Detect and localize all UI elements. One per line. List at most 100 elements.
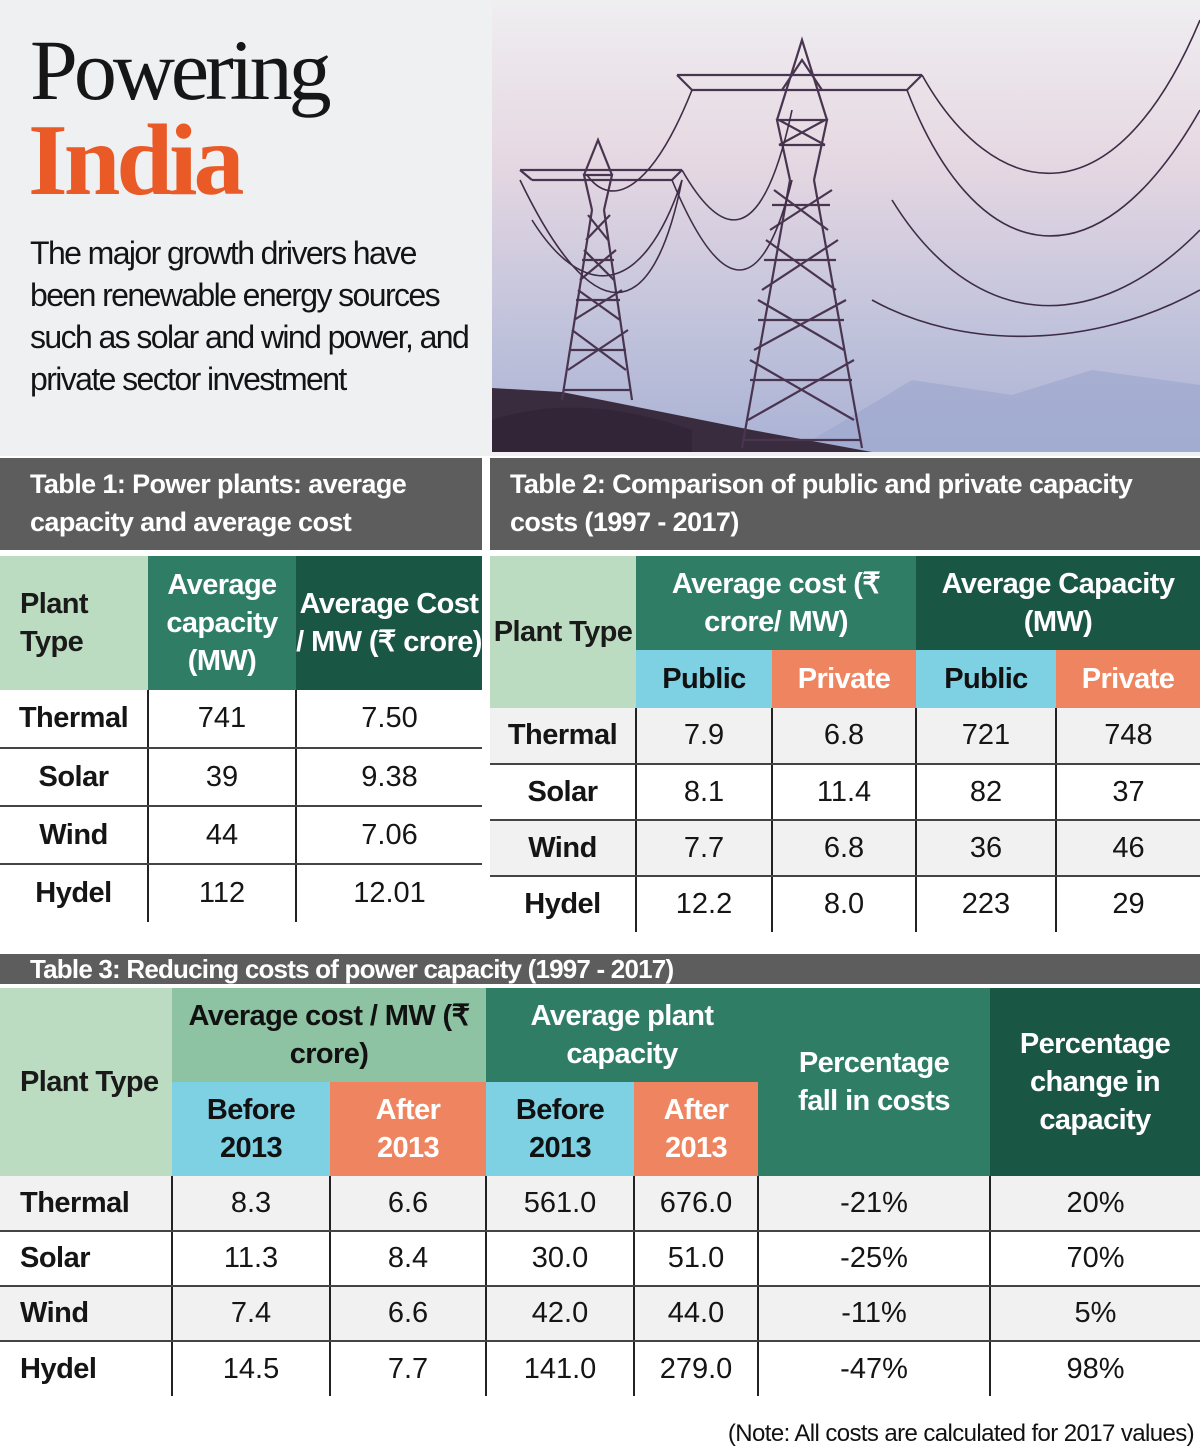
table-3-header-cost-after-2013: After 2013 bbox=[330, 1082, 486, 1176]
value-cell: 6.6 bbox=[329, 1176, 486, 1232]
value-cell: -47% bbox=[757, 1341, 991, 1396]
table-row: Wind 7.4 6.6 42.0 44.0 -11% 5% bbox=[0, 1286, 1200, 1342]
value-cell: 7.7 bbox=[329, 1341, 486, 1396]
table-2-caption: Table 2: Comparison of public and privat… bbox=[490, 458, 1200, 550]
value-cell: -11% bbox=[757, 1286, 991, 1342]
value-cell: 7.06 bbox=[295, 806, 482, 865]
value-cell: 112 bbox=[147, 864, 296, 922]
table-2-header-avg-cost: Average cost (₹ crore/ MW) bbox=[636, 556, 916, 650]
table-1: Plant Type Average capacity (MW) Average… bbox=[0, 556, 482, 922]
footnote: (Note: All costs are calculated for 2017… bbox=[727, 1420, 1195, 1447]
table-row: Solar 11.3 8.4 30.0 51.0 -25% 70% bbox=[0, 1231, 1200, 1287]
value-cell: 70% bbox=[989, 1231, 1200, 1287]
value-cell: 29 bbox=[1055, 876, 1200, 932]
value-cell: 30.0 bbox=[485, 1231, 634, 1287]
value-cell: 39 bbox=[147, 748, 296, 807]
value-cell: 8.4 bbox=[329, 1231, 486, 1287]
table-2: Plant Type Average cost (₹ crore/ MW) Av… bbox=[490, 556, 1200, 932]
table-3-header-capacity-before-2013: Before 2013 bbox=[486, 1082, 634, 1176]
table-3-sub-header-row: Before 2013 After 2013 Before 2013 After… bbox=[0, 1082, 1200, 1176]
value-cell: 7.4 bbox=[171, 1286, 330, 1342]
value-cell: 223 bbox=[915, 876, 1056, 932]
value-cell: 82 bbox=[915, 764, 1056, 821]
power-pylons-illustration bbox=[492, 0, 1200, 452]
value-cell: 42.0 bbox=[485, 1286, 634, 1342]
value-cell: 8.0 bbox=[771, 876, 916, 932]
value-cell: 7.50 bbox=[295, 690, 482, 749]
table-3-header-avg-plant-capacity: Average plant capacity bbox=[486, 988, 759, 1082]
header: Powering India The major growth drivers … bbox=[0, 0, 1200, 456]
value-cell: 46 bbox=[1055, 820, 1200, 877]
table-row: Thermal 7.9 6.8 721 748 bbox=[490, 708, 1200, 765]
page-title-line-1: Powering bbox=[30, 22, 332, 118]
plant-type-cell: Thermal bbox=[490, 708, 636, 765]
plant-type-cell: Solar bbox=[0, 748, 148, 807]
value-cell: 721 bbox=[915, 708, 1056, 765]
value-cell: -21% bbox=[757, 1176, 991, 1232]
table-1-header-avg-capacity: Average capacity (MW) bbox=[148, 556, 296, 690]
plant-type-cell: Hydel bbox=[524, 888, 601, 920]
table-row: Solar 8.1 11.4 82 37 bbox=[490, 764, 1200, 821]
value-cell: 98% bbox=[989, 1341, 1200, 1396]
value-cell: 8.3 bbox=[171, 1176, 330, 1232]
page-title-line-2: India bbox=[28, 104, 244, 217]
table-row: Hydel 14.5 7.7 141.0 279.0 -47% 98% bbox=[0, 1341, 1200, 1396]
page-subtitle: The major growth drivers have been renew… bbox=[30, 235, 470, 397]
table-row: Hydel 112 12.01 bbox=[0, 864, 482, 922]
table-1-header-avg-cost: Average Cost / MW (₹ crore) bbox=[296, 556, 482, 690]
table-2-sub-header-row: Public Private Public Private bbox=[490, 650, 1200, 708]
value-cell: 44.0 bbox=[632, 1286, 759, 1342]
table-3-header-avg-cost: Average cost / MW (₹ crore) bbox=[172, 988, 486, 1082]
table-3-header-capacity-after-2013: After 2013 bbox=[634, 1082, 759, 1176]
value-cell: 12.2 bbox=[635, 876, 772, 932]
value-cell: 9.38 bbox=[295, 748, 482, 807]
plant-type-cell: Hydel bbox=[35, 877, 112, 909]
value-cell: -25% bbox=[757, 1231, 991, 1287]
value-cell: 6.6 bbox=[329, 1286, 486, 1342]
value-cell: 14.5 bbox=[171, 1341, 330, 1396]
table-2-header-plant-type: Plant Type bbox=[490, 556, 636, 708]
table-3: Plant Type Average cost / MW (₹ crore) A… bbox=[0, 988, 1200, 1396]
plant-type-cell: Solar bbox=[490, 764, 636, 821]
value-cell: 37 bbox=[1055, 764, 1200, 821]
table-3-header-plant-type: Plant Type bbox=[0, 988, 172, 1176]
table-row: Solar 39 9.38 bbox=[0, 748, 482, 807]
table-2-header-capacity-public: Public bbox=[916, 650, 1056, 708]
plant-type-cell: Solar bbox=[0, 1231, 172, 1287]
table-2-group-header-row: Plant Type Average cost (₹ crore/ MW) Av… bbox=[490, 556, 1200, 708]
value-cell: 141.0 bbox=[485, 1341, 634, 1396]
value-cell: 5% bbox=[989, 1286, 1200, 1342]
value-cell: 741 bbox=[147, 690, 296, 749]
table-row: Thermal 8.3 6.6 561.0 676.0 -21% 20% bbox=[0, 1176, 1200, 1232]
table-2-header-cost-private: Private bbox=[772, 650, 916, 708]
value-cell: 748 bbox=[1055, 708, 1200, 765]
value-cell: 11.4 bbox=[771, 764, 916, 821]
value-cell: 36 bbox=[915, 820, 1056, 877]
table-3-header-change-in-capacity: Percentage change in capacity bbox=[990, 988, 1200, 1176]
value-cell: 12.01 bbox=[295, 864, 482, 922]
table-1-header-row: Plant Type Average capacity (MW) Average… bbox=[0, 556, 482, 690]
value-cell: 6.8 bbox=[771, 708, 916, 765]
table-2-header-avg-capacity: Average Capacity (MW) bbox=[916, 556, 1200, 650]
plant-type-cell: Wind bbox=[490, 820, 636, 877]
table-1-header-plant-type: Plant Type bbox=[0, 556, 148, 690]
table-row: Wind 44 7.06 bbox=[0, 806, 482, 865]
plant-type-cell: Thermal bbox=[0, 690, 148, 749]
value-cell: 279.0 bbox=[632, 1341, 759, 1396]
table-row: Wind 7.7 6.8 36 46 bbox=[490, 820, 1200, 877]
plant-type-cell: Wind bbox=[0, 806, 148, 865]
value-cell: 11.3 bbox=[171, 1231, 330, 1287]
plant-type-cell: Thermal bbox=[0, 1176, 172, 1232]
value-cell: 51.0 bbox=[632, 1231, 759, 1287]
plant-type-cell: Hydel bbox=[20, 1352, 97, 1385]
value-cell: 676.0 bbox=[632, 1176, 759, 1232]
table-row: Hydel 12.2 8.0 223 29 bbox=[490, 876, 1200, 932]
value-cell: 44 bbox=[147, 806, 296, 865]
value-cell: 20% bbox=[989, 1176, 1200, 1232]
table-3-caption: Table 3: Reducing costs of power capacit… bbox=[0, 954, 1200, 984]
table-3-header-fall-in-costs: Percentage fall in costs bbox=[758, 988, 991, 1176]
table-2-header-cost-public: Public bbox=[636, 650, 772, 708]
plant-type-cell: Wind bbox=[0, 1286, 172, 1342]
value-cell: 561.0 bbox=[485, 1176, 634, 1232]
value-cell: 8.1 bbox=[635, 764, 772, 821]
